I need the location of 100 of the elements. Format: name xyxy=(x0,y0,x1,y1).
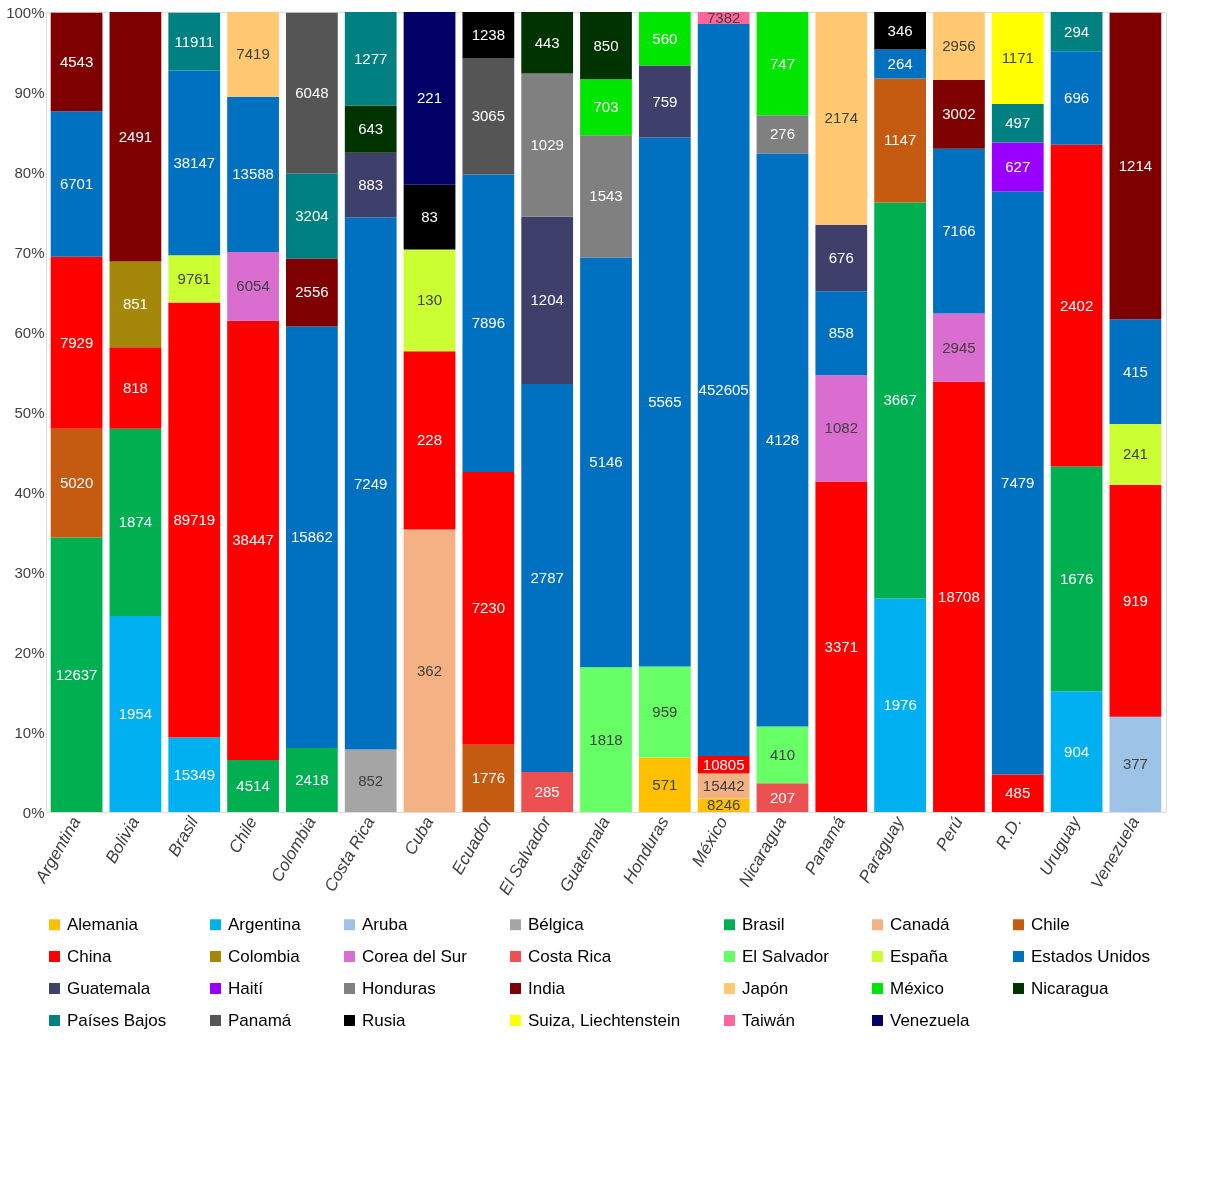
annotation: 1676 xyxy=(1059,569,1094,587)
annotation: 1238 xyxy=(471,26,506,44)
annotation: 130 xyxy=(417,291,443,309)
legend-label: España xyxy=(890,946,949,966)
bar xyxy=(638,12,691,66)
annotation: 264 xyxy=(887,55,913,72)
annotation: 2491 xyxy=(118,127,153,145)
annotation: 747 xyxy=(769,54,795,72)
annotation: 1029 xyxy=(530,136,564,154)
bar xyxy=(874,78,926,203)
bar xyxy=(50,111,103,257)
bar xyxy=(638,757,691,812)
annotation: 497 xyxy=(1005,114,1031,132)
bar xyxy=(462,174,515,472)
annotation: 560 xyxy=(652,29,678,47)
annotation: 818 xyxy=(122,379,148,396)
annotation: 241 xyxy=(1122,445,1148,463)
bar xyxy=(109,347,162,429)
annotation: 1082 xyxy=(824,419,858,437)
annotation: 5020 xyxy=(59,474,94,492)
bar xyxy=(815,12,868,225)
annotation: 6701 xyxy=(59,175,94,192)
bar xyxy=(227,320,279,760)
bar xyxy=(638,65,691,138)
annotation: 89719 xyxy=(173,511,216,528)
bar xyxy=(168,302,221,738)
annotation: 883 xyxy=(358,176,384,194)
annotation: 6054 xyxy=(236,277,270,295)
bar xyxy=(521,12,574,74)
legend-label: Taiwán xyxy=(742,1010,795,1030)
bar xyxy=(815,224,868,292)
legend-label: Japón xyxy=(742,978,789,998)
annotation: 959 xyxy=(652,703,678,720)
bar xyxy=(933,313,985,382)
annotation: 2174 xyxy=(824,109,858,127)
legend-label: Argentina xyxy=(228,914,302,934)
bar xyxy=(462,744,515,812)
y-tick-label: 0% xyxy=(22,803,45,821)
annotation: 15349 xyxy=(173,765,216,783)
annotation: 850 xyxy=(593,36,619,54)
bar xyxy=(1109,319,1162,424)
bar xyxy=(756,12,809,116)
annotation: 1874 xyxy=(118,513,153,531)
legend-label: El Salvador xyxy=(742,946,830,966)
annotation: 1776 xyxy=(471,769,506,787)
annotation: 485 xyxy=(1005,784,1031,802)
legend-label: Chile xyxy=(1031,914,1070,934)
bar xyxy=(462,58,515,175)
annotation: 83 xyxy=(421,208,438,226)
y-tick-label: 20% xyxy=(14,643,45,661)
bar xyxy=(168,12,221,71)
annotation: 221 xyxy=(417,89,443,107)
bar xyxy=(815,375,868,482)
annotation: 703 xyxy=(593,98,619,116)
annotation: 7249 xyxy=(354,474,388,492)
y-tick-label: 10% xyxy=(14,723,45,741)
bar xyxy=(580,667,632,812)
annotation: 571 xyxy=(652,775,678,793)
annotation: 3065 xyxy=(471,107,506,125)
legend-label: Colombia xyxy=(228,946,301,966)
bar xyxy=(933,381,985,812)
legend-label: Panamá xyxy=(228,1010,292,1030)
bar xyxy=(580,257,632,668)
legend-label: Canadá xyxy=(890,914,951,934)
bar xyxy=(521,384,574,772)
bar xyxy=(815,291,868,376)
legend-label: Estados Unidos xyxy=(1031,946,1151,966)
annotation: 759 xyxy=(652,92,678,110)
bar xyxy=(109,12,162,262)
bar xyxy=(874,598,926,812)
bar xyxy=(991,104,1044,143)
annotation: 15442 xyxy=(702,777,745,794)
annotation: 8246 xyxy=(706,796,741,814)
bar xyxy=(756,115,809,154)
bar xyxy=(933,148,985,314)
annotation: 3371 xyxy=(824,637,858,655)
annotation: 2945 xyxy=(942,338,976,356)
annotation: 1543 xyxy=(589,187,623,205)
annotation: 207 xyxy=(769,788,795,806)
bar xyxy=(227,760,279,812)
annotation: 276 xyxy=(769,125,795,143)
legend-label: Suiza, Liechtenstein xyxy=(528,1010,681,1030)
annotation: 415 xyxy=(1122,362,1148,380)
annotation: 362 xyxy=(417,661,443,679)
annotation: 12637 xyxy=(55,665,98,683)
legend-label: México xyxy=(890,978,944,998)
bar xyxy=(521,772,574,812)
y-tick-label: 100% xyxy=(6,3,45,21)
annotation: 5146 xyxy=(589,453,623,471)
annotation: 2556 xyxy=(295,283,329,301)
bar xyxy=(286,258,338,327)
bar xyxy=(1050,144,1103,467)
bar xyxy=(580,79,632,136)
y-tick-label: 90% xyxy=(14,83,45,101)
annotation: 228 xyxy=(417,431,443,449)
legend-label: Brasil xyxy=(742,914,785,934)
annotation: 7419 xyxy=(236,45,270,63)
legend-label: Costa Rica xyxy=(528,946,612,966)
y-tick-label: 80% xyxy=(14,163,45,181)
annotation: 6048 xyxy=(295,84,329,102)
